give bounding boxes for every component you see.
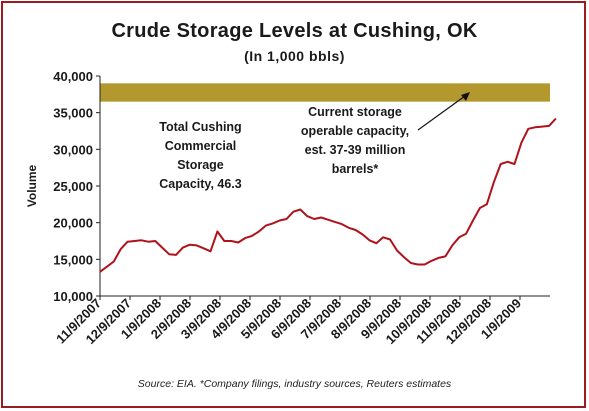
annotation-line: Commercial	[164, 139, 237, 153]
y-tick-label: 40,000	[53, 69, 93, 84]
annotation-line: barrels*	[331, 162, 379, 176]
y-tick-label: 25,000	[53, 179, 93, 194]
annotation-line: est. 37-39 million	[304, 143, 406, 157]
annotation-arrow-head	[461, 92, 470, 101]
operable-capacity-annotation: Current storage operable capacity, est. …	[290, 103, 420, 179]
capacity-band	[100, 83, 550, 102]
annotation-line: Capacity, 46.3	[159, 177, 242, 191]
y-tick-label: 10,000	[53, 289, 93, 304]
annotation-line: Total Cushing	[159, 120, 242, 134]
total-capacity-annotation: Total Cushing Commercial Storage Capacit…	[138, 118, 263, 194]
storage-series-line	[99, 117, 557, 273]
y-tick-label: 35,000	[53, 106, 93, 121]
annotation-line: Storage	[177, 158, 224, 172]
annotation-line: operable capacity,	[300, 124, 410, 138]
annotation-line: Current storage	[308, 105, 402, 119]
chart-subtitle: (In 1,000 bbls)	[244, 48, 345, 64]
chart-title: Crude Storage Levels at Cushing, OK	[111, 20, 478, 42]
y-tick-label: 20,000	[53, 216, 93, 231]
annotation-arrow-shaft	[417, 95, 466, 131]
y-axis-label: Volume	[25, 164, 39, 207]
source-note: Source: EIA. *Company filings, industry …	[137, 378, 452, 390]
y-tick-label: 15,000	[53, 252, 93, 267]
y-tick-label: 30,000	[53, 142, 93, 157]
